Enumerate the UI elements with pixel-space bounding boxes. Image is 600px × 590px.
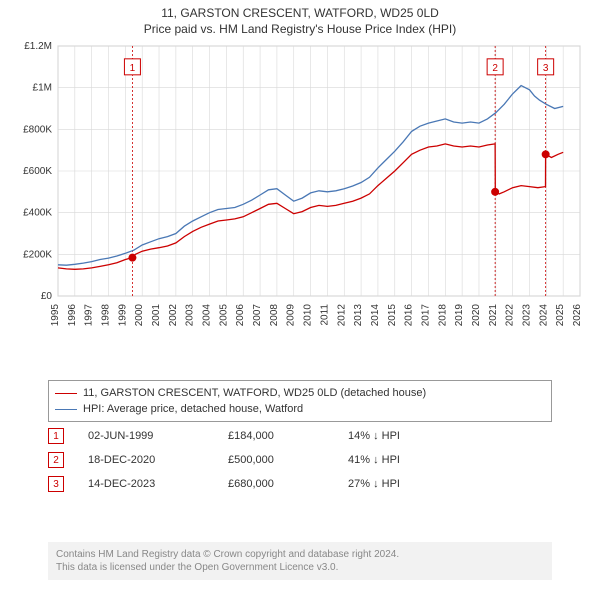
svg-text:1999: 1999 (117, 304, 128, 327)
svg-text:2011: 2011 (319, 304, 330, 326)
svg-text:£800K: £800K (23, 124, 52, 135)
footer-license: Contains HM Land Registry data © Crown c… (48, 542, 552, 580)
event-marker-2: 2 (48, 452, 64, 468)
legend-row-hpi: HPI: Average price, detached house, Watf… (55, 401, 545, 417)
svg-text:2015: 2015 (387, 304, 398, 327)
svg-text:2023: 2023 (521, 304, 532, 327)
legend-label: HPI: Average price, detached house, Watf… (83, 403, 303, 415)
svg-text:2001: 2001 (151, 304, 162, 327)
event-marker-3: 3 (48, 476, 64, 492)
legend-label: 11, GARSTON CRESCENT, WATFORD, WD25 0LD … (83, 387, 426, 399)
svg-text:2012: 2012 (336, 304, 347, 327)
svg-text:2021: 2021 (488, 304, 499, 327)
event-diff: 27% ↓ HPI (348, 478, 448, 490)
events-table: 1 02-JUN-1999 £184,000 14% ↓ HPI 2 18-DE… (48, 424, 552, 496)
svg-text:2005: 2005 (218, 304, 229, 327)
svg-text:2022: 2022 (505, 304, 516, 327)
footer-line2: This data is licensed under the Open Gov… (56, 561, 544, 574)
svg-text:1995: 1995 (50, 304, 61, 327)
svg-text:1996: 1996 (67, 304, 78, 327)
svg-text:2020: 2020 (471, 304, 482, 327)
svg-text:2014: 2014 (370, 304, 381, 327)
svg-text:2025: 2025 (555, 304, 566, 327)
svg-text:£200K: £200K (23, 249, 52, 260)
event-diff: 14% ↓ HPI (348, 430, 448, 442)
event-date: 02-JUN-1999 (88, 430, 228, 442)
legend-swatch (55, 409, 77, 410)
svg-text:£0: £0 (41, 291, 53, 302)
svg-text:£400K: £400K (23, 208, 52, 219)
svg-text:1997: 1997 (84, 304, 95, 327)
event-price: £680,000 (228, 478, 348, 490)
footer-line1: Contains HM Land Registry data © Crown c… (56, 548, 544, 561)
svg-text:2002: 2002 (168, 304, 179, 327)
svg-text:1: 1 (130, 63, 136, 74)
event-date: 14-DEC-2023 (88, 478, 228, 490)
svg-text:2018: 2018 (437, 304, 448, 327)
svg-text:2000: 2000 (134, 304, 145, 327)
legend-row-price-paid: 11, GARSTON CRESCENT, WATFORD, WD25 0LD … (55, 385, 545, 401)
svg-text:2008: 2008 (269, 304, 280, 327)
event-price: £184,000 (228, 430, 348, 442)
svg-text:2007: 2007 (252, 304, 263, 327)
svg-text:2003: 2003 (185, 304, 196, 327)
legend: 11, GARSTON CRESCENT, WATFORD, WD25 0LD … (48, 380, 552, 422)
svg-text:2024: 2024 (538, 304, 549, 327)
title-subtitle: Price paid vs. HM Land Registry's House … (0, 20, 600, 36)
svg-text:£600K: £600K (23, 166, 52, 177)
svg-text:2016: 2016 (404, 304, 415, 327)
svg-text:1998: 1998 (101, 304, 112, 327)
svg-text:2010: 2010 (303, 304, 314, 327)
table-row: 2 18-DEC-2020 £500,000 41% ↓ HPI (48, 448, 552, 472)
svg-text:2019: 2019 (454, 304, 465, 327)
svg-text:2009: 2009 (286, 304, 297, 327)
table-row: 1 02-JUN-1999 £184,000 14% ↓ HPI (48, 424, 552, 448)
event-diff: 41% ↓ HPI (348, 454, 448, 466)
svg-text:2013: 2013 (353, 304, 364, 327)
svg-text:£1M: £1M (33, 83, 52, 94)
svg-text:2: 2 (492, 63, 498, 74)
event-price: £500,000 (228, 454, 348, 466)
svg-text:2017: 2017 (420, 304, 431, 327)
svg-text:2006: 2006 (235, 304, 246, 327)
event-date: 18-DEC-2020 (88, 454, 228, 466)
table-row: 3 14-DEC-2023 £680,000 27% ↓ HPI (48, 472, 552, 496)
svg-text:£1.2M: £1.2M (24, 41, 52, 52)
svg-text:2026: 2026 (572, 304, 583, 327)
svg-text:2004: 2004 (202, 304, 213, 327)
legend-swatch (55, 393, 77, 394)
svg-text:3: 3 (543, 63, 549, 74)
title-address: 11, GARSTON CRESCENT, WATFORD, WD25 0LD (0, 0, 600, 20)
price-chart: £0 £200K £400K £600K £800K £1M £1.2M 1995 1996 19… (12, 40, 588, 370)
event-marker-1: 1 (48, 428, 64, 444)
